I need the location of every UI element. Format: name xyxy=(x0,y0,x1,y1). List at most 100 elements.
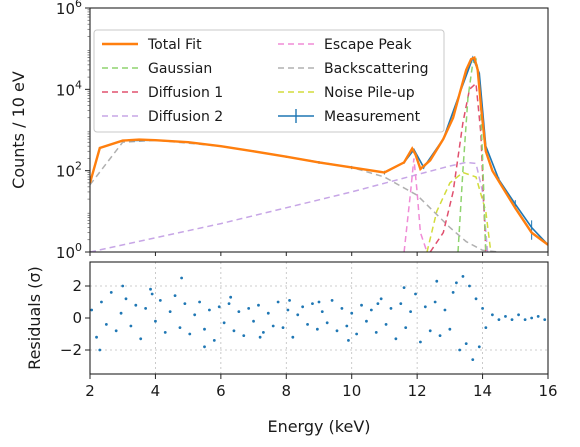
residual-point xyxy=(423,305,427,309)
residual-point xyxy=(376,302,380,305)
legend-item-diffusion-1: Diffusion 1 xyxy=(102,85,223,101)
legend-item-measurement: Measurement xyxy=(278,109,421,125)
residual-point xyxy=(330,299,334,302)
residual-point xyxy=(301,305,305,309)
residual-point xyxy=(306,323,309,326)
residual-point xyxy=(257,303,260,307)
residual-point xyxy=(543,318,547,321)
residuals-panel: −2 0 2 2 4 6 8 10 12 14 16 Residuals (σ) Energy (… xyxy=(25,261,558,436)
residual-point xyxy=(471,358,475,361)
series-backscattering xyxy=(90,139,499,252)
series-diffusion-2 xyxy=(90,161,489,252)
residual-point xyxy=(389,307,393,310)
spectrum-plot-frame xyxy=(89,7,549,253)
residual-point xyxy=(139,337,143,341)
x-tick-label: 16 xyxy=(538,382,557,400)
spectrum-y-axis-label: Counts / 10 eV xyxy=(9,71,28,189)
series-noise-pile-up xyxy=(426,171,492,252)
legend-label: Diffusion 2 xyxy=(148,109,223,125)
legend-item-noise-pile-up: Noise Pile-up xyxy=(278,85,415,101)
legend-label: Backscattering xyxy=(324,61,429,77)
residual-point xyxy=(150,292,154,296)
residual-point xyxy=(481,307,484,310)
residual-point xyxy=(320,310,324,313)
residual-point xyxy=(325,321,329,325)
residual-point xyxy=(180,276,184,280)
residual-point xyxy=(419,340,422,344)
x-tick-label: 8 xyxy=(282,382,292,400)
x-tick-label: 14 xyxy=(473,382,492,400)
residual-point xyxy=(464,342,468,345)
residual-point xyxy=(276,300,280,304)
series-diffusion-1 xyxy=(429,81,487,252)
series-escape-peak xyxy=(403,158,428,252)
residual-point xyxy=(149,287,152,291)
residual-point xyxy=(448,327,452,331)
residual-point xyxy=(114,329,118,333)
x-tick-label: 12 xyxy=(408,382,427,400)
x-tick-label: 2 xyxy=(85,382,95,400)
residual-point xyxy=(217,305,221,309)
legend-item-backscattering: Backscattering xyxy=(278,61,429,77)
series-total-fit xyxy=(90,56,548,246)
residual-point xyxy=(222,321,226,325)
residual-point xyxy=(414,292,417,296)
residual-point xyxy=(360,303,363,307)
legend: Total Fit Gaussian Diffusion 1 Diffusion 2 E… xyxy=(93,29,445,133)
residual-point xyxy=(345,324,349,328)
residual-point xyxy=(98,348,102,352)
legend-label: Measurement xyxy=(324,109,421,125)
residual-point xyxy=(183,302,187,305)
residual-point xyxy=(435,279,439,283)
residual-point xyxy=(229,295,233,299)
residual-point xyxy=(350,311,354,315)
legend-item-total-fit: Total Fit xyxy=(102,37,202,53)
residuals-series-layer xyxy=(90,275,547,361)
residual-point xyxy=(438,334,442,337)
residuals-y-axis-label: Residuals (σ) xyxy=(25,266,44,370)
residual-point xyxy=(461,275,465,278)
legend-label: Escape Peak xyxy=(324,37,413,53)
residual-point xyxy=(458,348,462,352)
residual-point xyxy=(121,284,125,288)
x-tick-label: 6 xyxy=(216,382,226,400)
residual-point xyxy=(490,313,494,317)
residual-point xyxy=(104,323,108,326)
residual-point xyxy=(317,300,321,304)
residual-point xyxy=(232,329,236,333)
spectrum-y-tick-label: 102 xyxy=(56,160,82,181)
residual-point xyxy=(203,345,206,349)
residual-point xyxy=(158,299,162,302)
residual-point xyxy=(252,319,255,323)
residuals-grid xyxy=(90,262,548,374)
residual-point xyxy=(173,294,177,297)
spectrum-y-tick-label: 104 xyxy=(56,78,82,99)
residual-point xyxy=(242,334,246,337)
residual-point xyxy=(261,331,265,334)
residual-point xyxy=(523,318,527,321)
residual-point xyxy=(271,324,275,328)
residual-point xyxy=(296,313,300,317)
residuals-x-ticks: 2 4 6 8 10 12 14 16 xyxy=(85,374,558,400)
residual-point xyxy=(455,281,458,285)
residual-point xyxy=(340,307,344,310)
residual-point xyxy=(428,329,432,333)
residual-point xyxy=(188,332,192,336)
residual-point xyxy=(286,308,290,312)
residual-point xyxy=(119,311,123,315)
residual-point xyxy=(497,318,501,321)
residual-point xyxy=(281,326,285,329)
residual-point xyxy=(134,303,138,307)
spectrum-y-tick-label: 106 xyxy=(56,0,82,18)
residual-point xyxy=(474,297,478,301)
spectrum-panel: 100 102 104 106 Counts / 10 eV Total Fit Gau… xyxy=(9,0,549,262)
spectrum-x-ticks xyxy=(89,252,549,256)
residuals-y-tick-label: −2 xyxy=(60,341,82,359)
residual-point xyxy=(379,297,383,301)
residual-point xyxy=(288,299,291,302)
spectrum-series-layer xyxy=(90,55,548,252)
residual-point xyxy=(208,308,211,312)
residual-point xyxy=(109,291,113,294)
residual-point xyxy=(291,335,295,339)
